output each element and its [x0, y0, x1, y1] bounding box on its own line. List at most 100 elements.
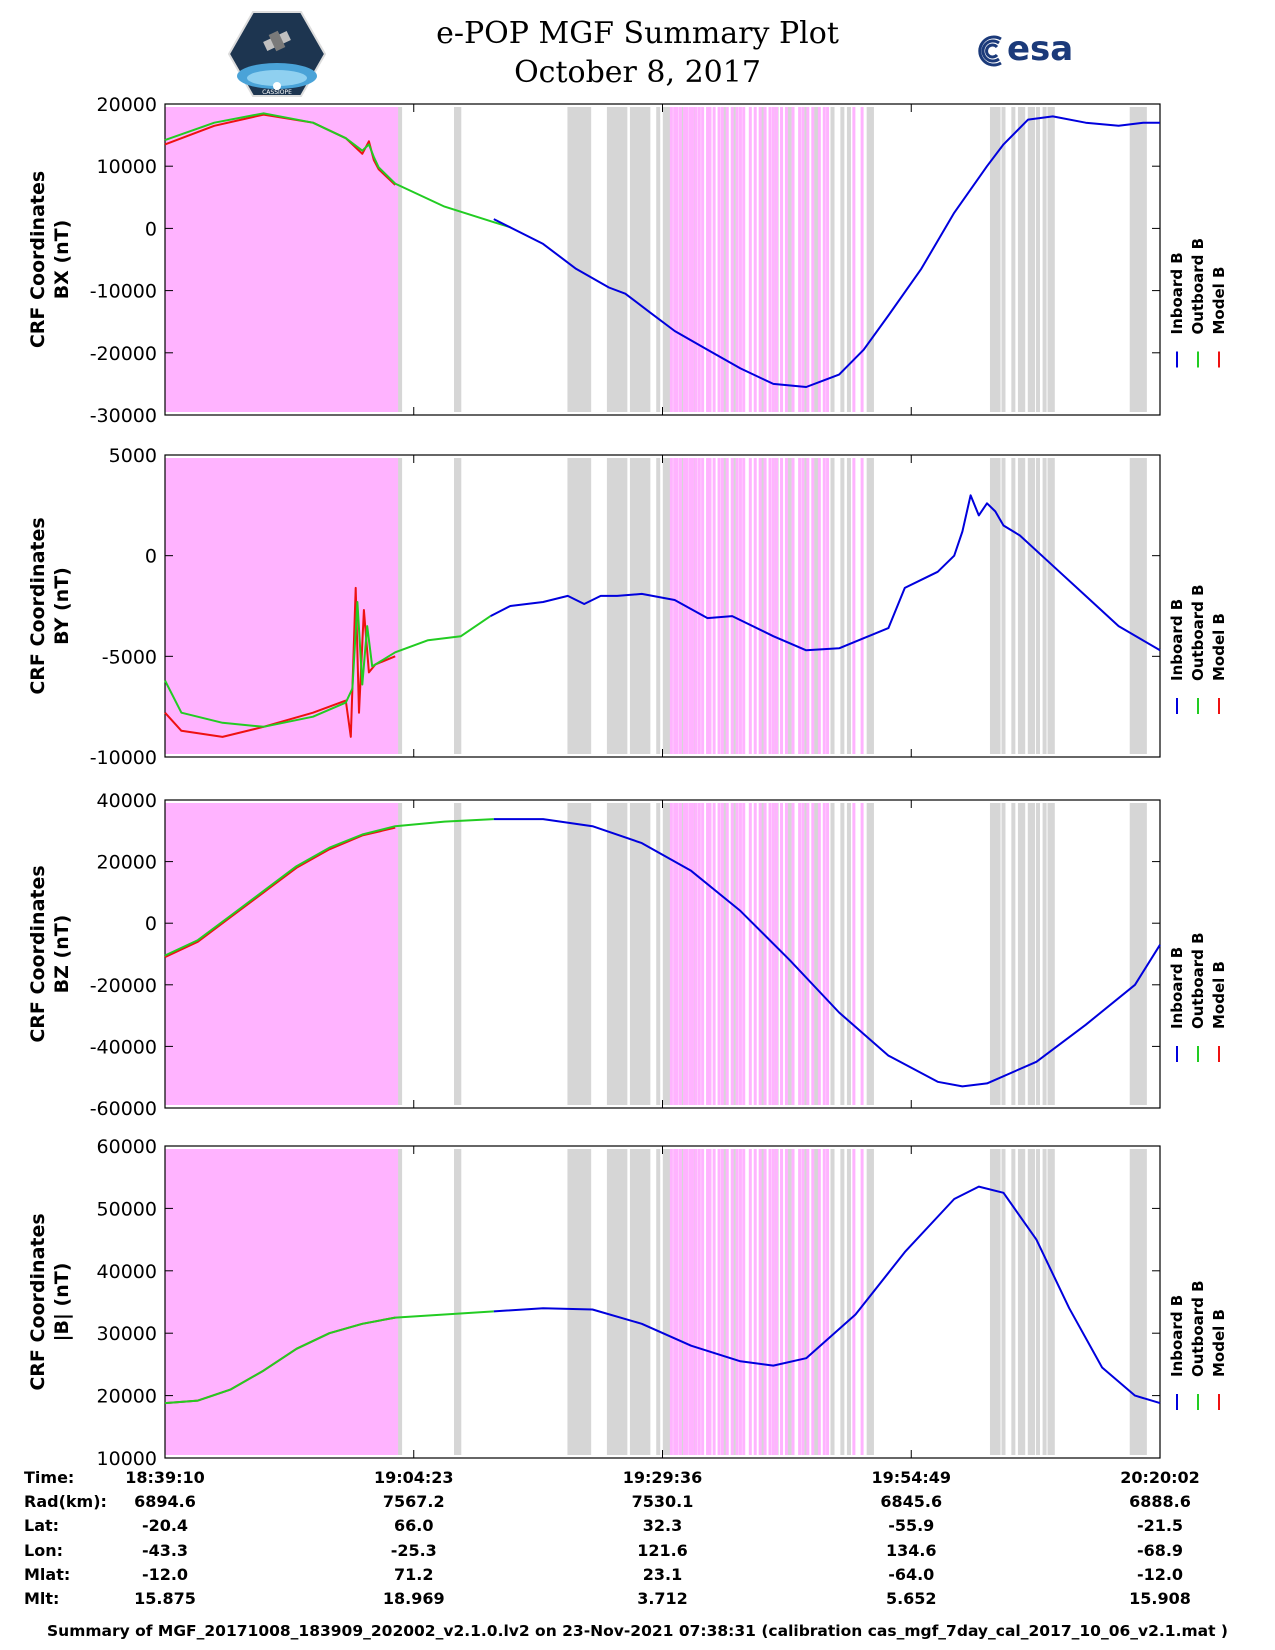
info-value: 71.2: [394, 1564, 434, 1584]
gray-stripe: [636, 1149, 641, 1455]
panel-bx: -30000 -20000 -10000 0 10000 20000 CRF Coordin…: [27, 94, 1228, 427]
gray-stripe: [587, 458, 592, 754]
info-value: 6888.6: [1129, 1492, 1191, 1512]
gray-stripe: [1031, 107, 1036, 412]
gray-stripe: [1011, 1149, 1016, 1455]
y-tick-label: -10000: [90, 747, 157, 769]
gray-stripe: [656, 107, 661, 412]
gray-stripe: [866, 1149, 871, 1455]
gray-stripe: [846, 107, 851, 412]
gray-stripe: [1031, 458, 1036, 754]
magenta-stripe: [771, 1149, 775, 1455]
gray-stripe: [613, 1149, 618, 1455]
magenta-stripe: [780, 458, 784, 754]
gray-stripe: [1129, 1149, 1134, 1455]
magenta-stripe: [860, 1149, 864, 1455]
gray-stripe: [989, 458, 994, 754]
magenta-stripe: [717, 803, 721, 1105]
info-value: 134.6: [885, 1540, 937, 1560]
gray-stripe: [580, 107, 585, 412]
y-tick-label: 40000: [97, 1261, 157, 1283]
magenta-stripe: [738, 107, 742, 412]
gray-stripe: [574, 107, 579, 412]
magenta-stripe: [685, 803, 689, 1105]
gray-stripe: [613, 107, 618, 412]
gray-stripe: [1021, 107, 1026, 412]
gray-stripe: [580, 458, 585, 754]
gray-stripe: [1036, 1149, 1041, 1455]
gray-stripe: [583, 458, 588, 754]
magenta-stripe: [822, 1149, 826, 1455]
gray-stripe: [761, 107, 766, 412]
y-axis-label: CRF Coordinates BY (nT): [27, 517, 73, 694]
gray-stripe: [1036, 803, 1041, 1105]
magenta-stripe: [763, 458, 767, 754]
gray-stripe: [577, 107, 582, 412]
y-tick-label: -60000: [90, 1098, 157, 1120]
gray-stripe: [656, 1149, 661, 1455]
magenta-stripe: [691, 458, 695, 754]
gray-stripe: [457, 803, 462, 1105]
magenta-stripe: [706, 803, 710, 1105]
magenta-stripe: [753, 107, 757, 412]
gray-stripe: [620, 803, 625, 1105]
footer-caption: Summary of MGF_20171008_183909_202002_v2…: [47, 1622, 1228, 1640]
info-value: 15.908: [1129, 1589, 1191, 1608]
gray-stripe: [814, 458, 819, 754]
gray-stripe: [1133, 1149, 1138, 1455]
gray-stripe: [761, 1149, 766, 1455]
gray-stripe: [846, 1149, 851, 1455]
magenta-stripe: [852, 803, 856, 1105]
gray-stripe: [692, 1149, 697, 1455]
y-axis-label-line2: BY (nT): [51, 567, 73, 645]
gray-stripe: [1139, 1149, 1144, 1455]
gray-stripe: [629, 107, 634, 412]
gray-stripe: [1001, 458, 1006, 754]
magenta-stripe: [768, 803, 772, 1105]
gray-stripe: [1136, 107, 1141, 412]
gray-stripe: [574, 1149, 579, 1455]
series-line-outboard-b: [164, 1310, 494, 1405]
gray-stripe: [587, 107, 592, 412]
info-value: -12.0: [1136, 1564, 1184, 1584]
info-value: -25.3: [390, 1540, 437, 1560]
y-axis-label-line2: BX (nT): [51, 220, 73, 300]
y-axis-label: CRF Coordinates BX (nT): [27, 171, 73, 348]
gray-stripe: [1011, 107, 1016, 412]
info-row: Mlat: -12.0 71.2 23.1 -64.0 -12.0: [0, 1565, 1275, 1587]
gray-stripe: [587, 803, 592, 1105]
gray-stripe: [1142, 1149, 1147, 1455]
gray-stripe: [1047, 803, 1052, 1105]
magenta-stripe: [712, 803, 716, 1105]
gray-stripe: [398, 107, 403, 412]
gray-stripe: [620, 458, 625, 754]
gray-stripe: [1027, 107, 1032, 412]
magenta-stripe: [691, 1149, 695, 1455]
magenta-stripe: [780, 1149, 784, 1455]
magenta-stripe: [675, 107, 679, 412]
gray-stripe: [454, 458, 459, 754]
gray-stripe: [869, 458, 874, 754]
gray-stripe: [761, 458, 766, 754]
info-value: 6845.6: [880, 1492, 943, 1512]
magenta-region: [165, 458, 399, 754]
magenta-stripe: [708, 803, 712, 1105]
gray-stripe: [1017, 458, 1022, 754]
info-value: -64.0: [888, 1564, 935, 1584]
magenta-stripe: [697, 458, 701, 754]
magenta-stripe: [780, 803, 784, 1105]
info-label: Lat:: [24, 1516, 60, 1536]
info-row: Lon: -43.3 -25.3 121.6 134.6 -68.9: [0, 1541, 1275, 1563]
gray-stripe: [636, 107, 641, 412]
gray-stripe: [721, 803, 726, 1105]
gray-stripe: [646, 107, 651, 412]
gray-stripe: [996, 1149, 1001, 1455]
gray-stripe: [1001, 1149, 1006, 1455]
gray-stripe: [846, 803, 851, 1105]
magenta-stripe: [701, 107, 705, 412]
gray-stripe: [993, 803, 998, 1105]
panel-bmag: 10000 20000 30000 40000 50000 60000 CRF Coordi…: [27, 1136, 1228, 1470]
gray-stripe: [1021, 1149, 1026, 1455]
magenta-stripe: [712, 1149, 716, 1455]
info-label: Mlt:: [24, 1589, 60, 1608]
